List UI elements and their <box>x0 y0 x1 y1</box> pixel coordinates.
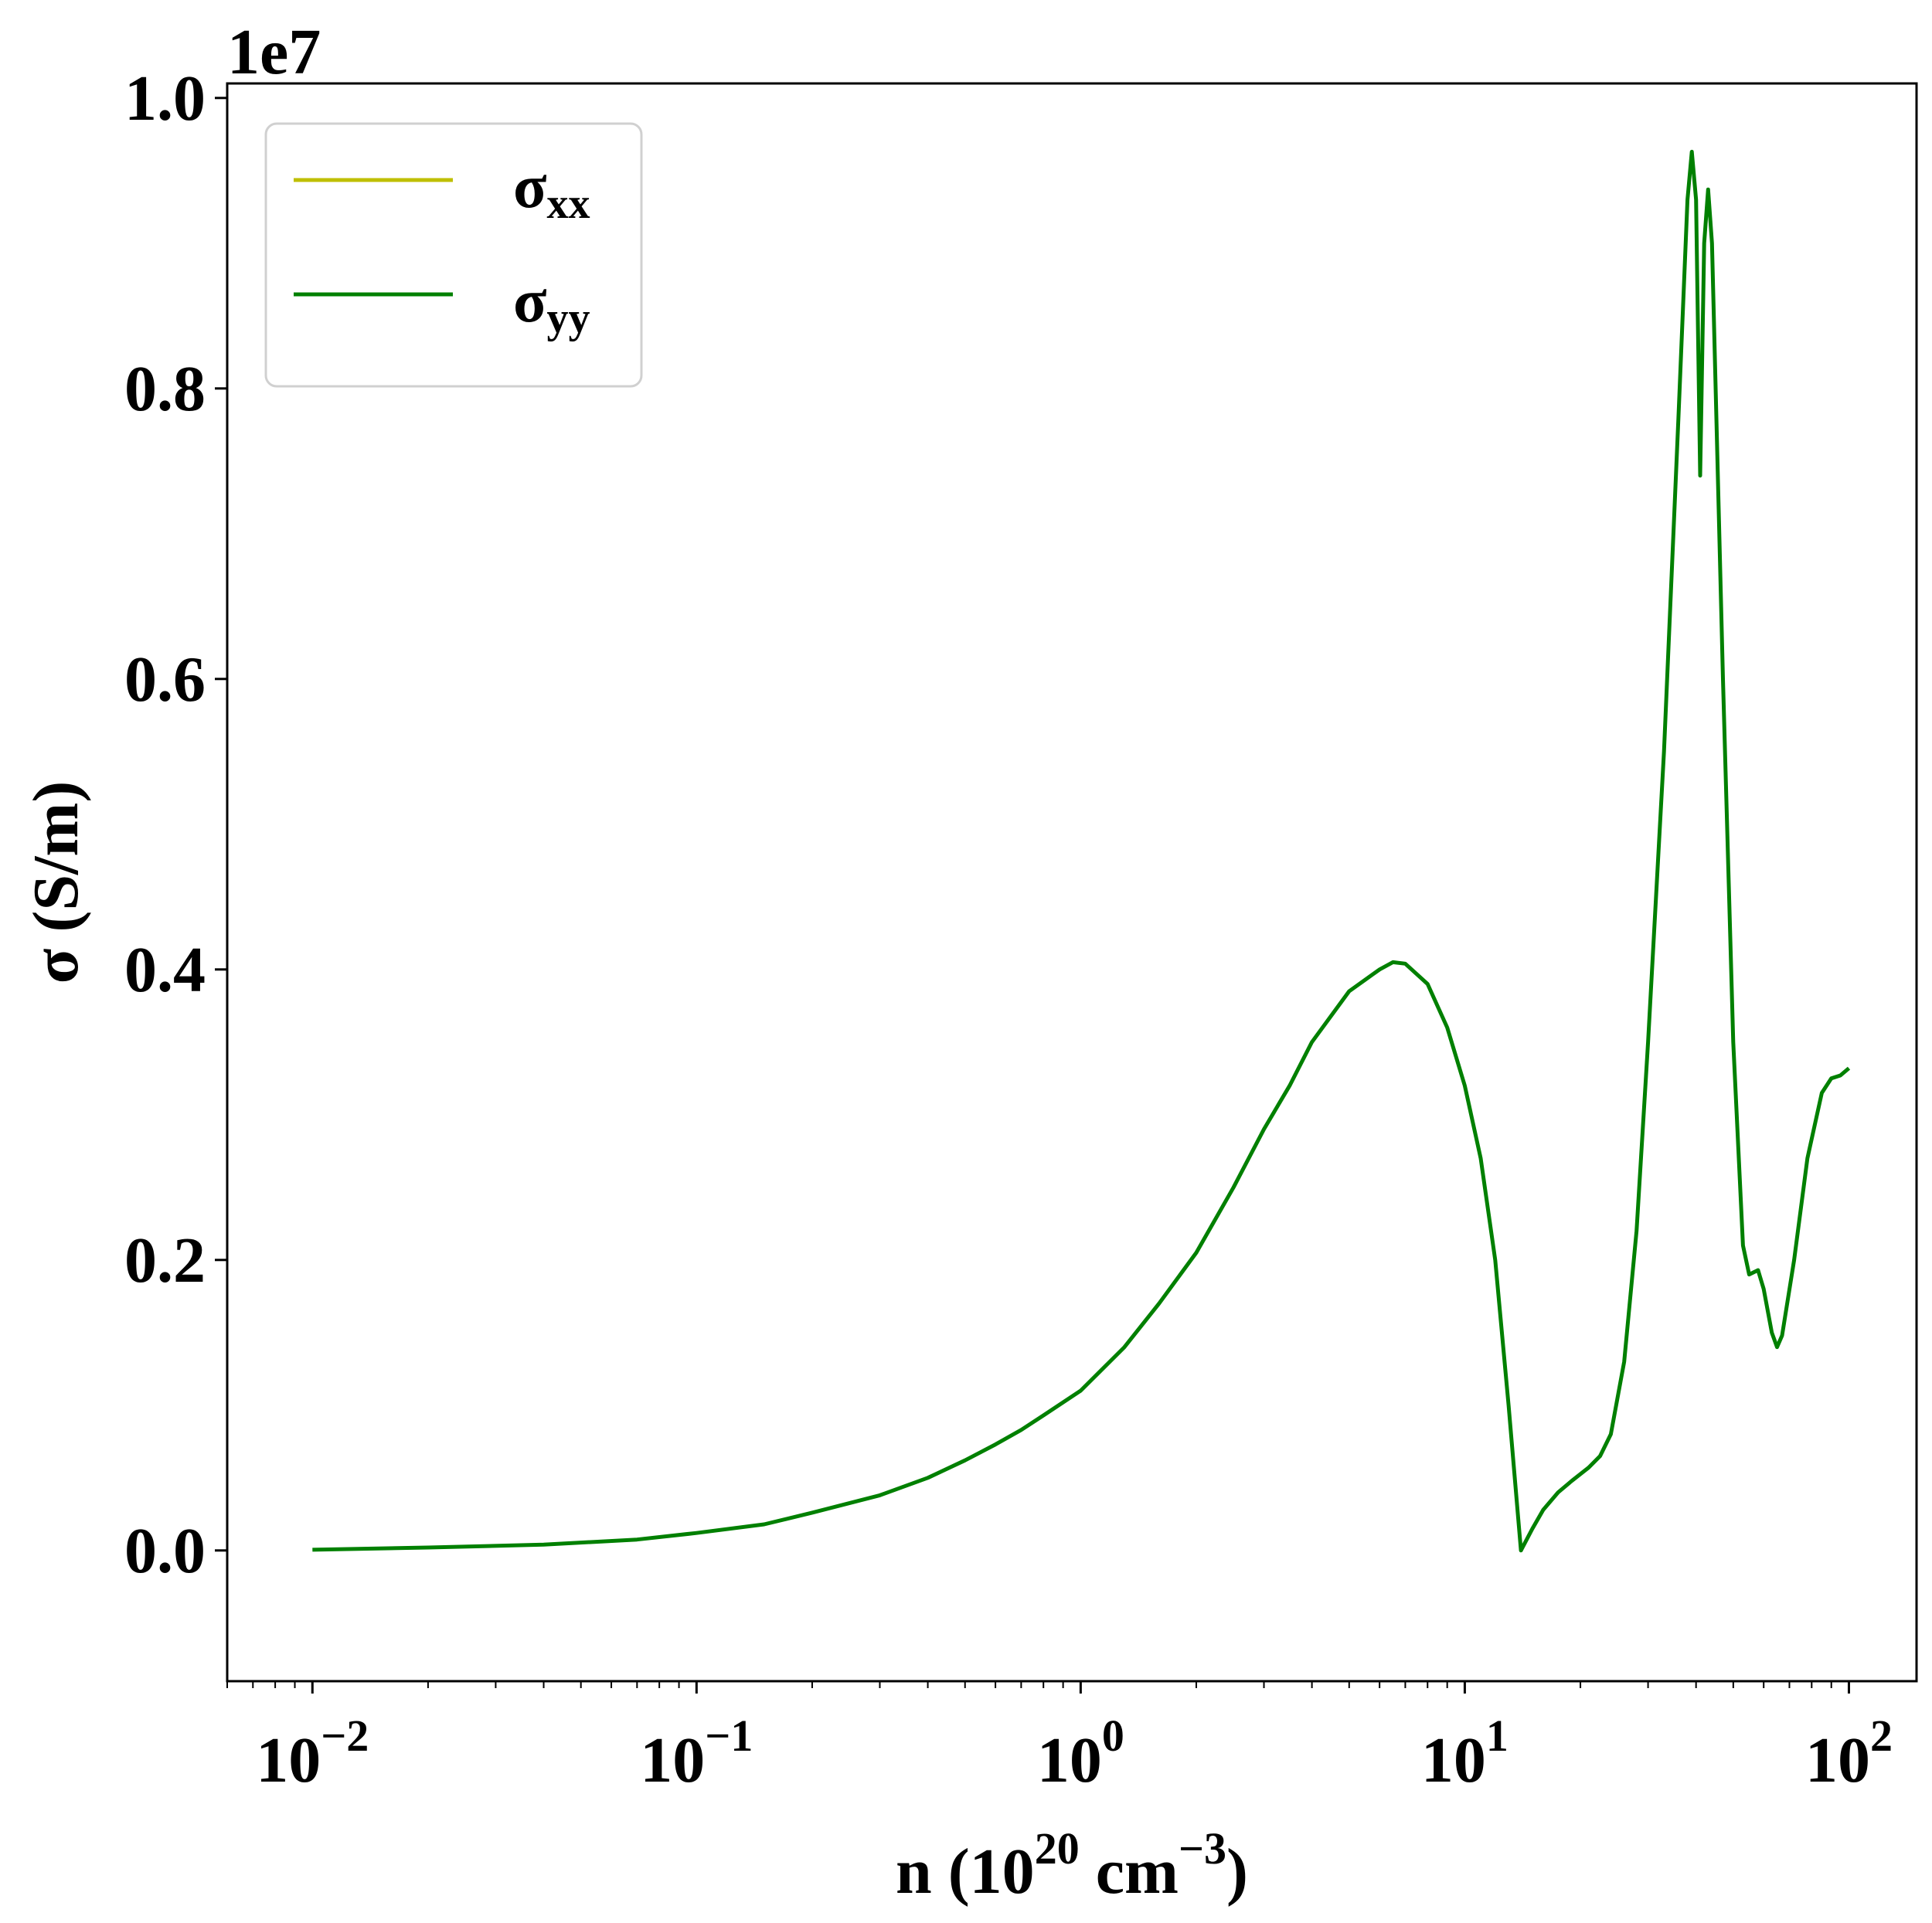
x-axis-label: n (1020 cm−3) <box>896 1823 1248 1908</box>
series-lines <box>312 149 1851 1553</box>
series-line-0 <box>312 149 1851 1553</box>
y-tick-label-5: 1.0 <box>124 63 206 134</box>
x-label-end: ) <box>1226 1836 1248 1908</box>
x-label-base: n (10 <box>896 1836 1035 1908</box>
legend-sub-sigma-yy: yy <box>547 294 590 342</box>
x-tick-label-0: 10−2 <box>256 1711 369 1796</box>
plot-frame <box>226 82 1918 1683</box>
y-tick-label-2: 0.4 <box>124 934 206 1006</box>
x-tick-label-3: 101 <box>1421 1711 1509 1796</box>
legend-symbol-sigma-yy: σ <box>513 267 547 335</box>
legend-label-sigma-yy: σyy <box>513 267 590 342</box>
y-tick-label-4: 0.8 <box>124 353 206 425</box>
x-tick-label-1: 10−1 <box>640 1711 753 1796</box>
x-label-sup1: 20 <box>1035 1823 1080 1874</box>
y-ticks: 0.0 0.2 0.4 0.6 0.8 1.0 <box>124 63 227 1587</box>
x-tick-label-4: 102 <box>1805 1711 1893 1796</box>
y-axis-label: σ (S/m) <box>20 781 92 984</box>
legend-label-sigma-xx: σxx <box>513 153 590 228</box>
x-label-sup2: −3 <box>1179 1823 1226 1874</box>
legend-sub-sigma-xx: xx <box>547 180 590 228</box>
y-tick-label-1: 0.2 <box>124 1225 206 1296</box>
x-label-mid: cm <box>1080 1836 1179 1908</box>
y-offset-label: 1e7 <box>227 16 321 88</box>
y-tick-label-0: 0.0 <box>124 1515 206 1587</box>
legend: σxx σyy <box>264 122 643 388</box>
y-tick-label-3: 0.6 <box>124 644 206 715</box>
legend-symbol-sigma-xx: σ <box>513 153 547 221</box>
x-ticks: 10−2 10−1 100 101 102 <box>226 1681 1893 1796</box>
x-tick-label-2: 100 <box>1037 1711 1124 1796</box>
legend-box <box>264 122 643 388</box>
